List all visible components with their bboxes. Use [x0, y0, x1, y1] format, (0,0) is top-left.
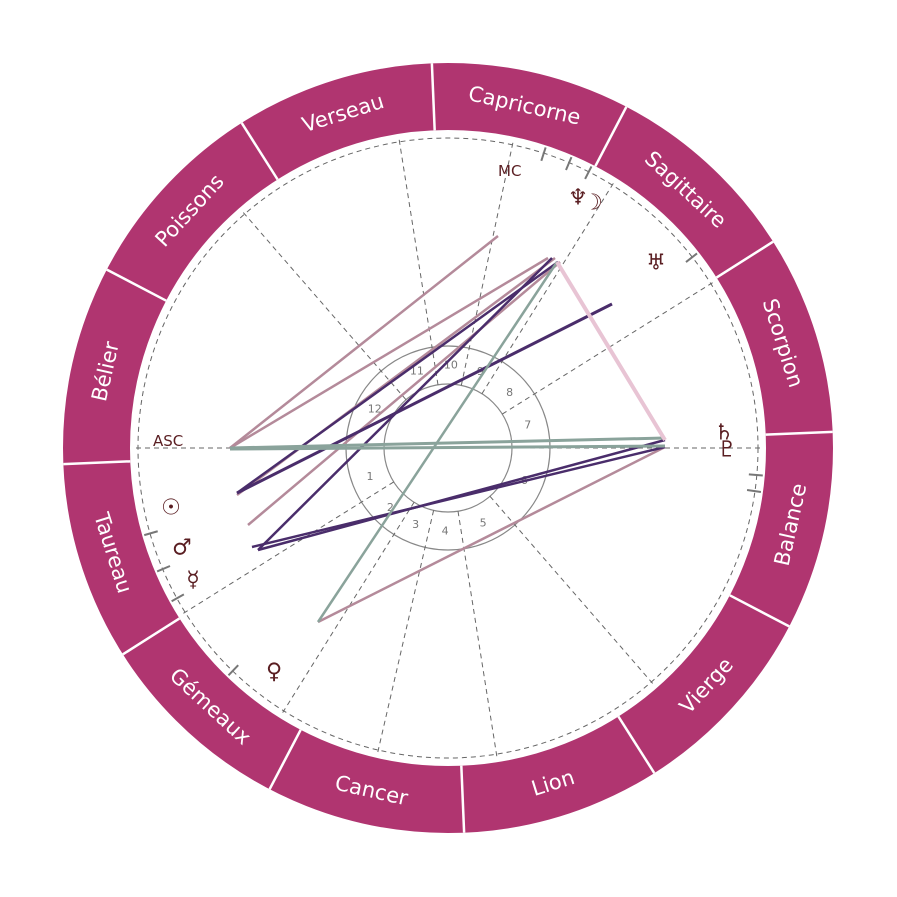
sign-divider: [122, 617, 181, 656]
house-number-7: 7: [524, 419, 531, 432]
house-cusp-5: [457, 511, 498, 761]
house-number-2: 2: [387, 501, 394, 514]
aspect-line: [257, 257, 553, 551]
house-system: 123456789101112: [132, 135, 764, 761]
sign-divider: [460, 765, 466, 833]
aspect-line: [229, 444, 666, 451]
house-number-1: 1: [367, 470, 374, 483]
pluto-icon: ♇: [717, 438, 737, 463]
planet-tick: [746, 489, 762, 493]
planet-tick: [540, 147, 547, 162]
aspect-line: [251, 445, 666, 549]
zodiac-band: [63, 63, 833, 833]
planet-tick: [748, 473, 763, 477]
house-number-11: 11: [410, 365, 424, 378]
house-number-8: 8: [506, 386, 513, 399]
mars-icon: ♂: [172, 536, 192, 561]
neptune-icon: ♆: [568, 186, 588, 211]
planet-tick: [584, 165, 593, 180]
house-cusp-3: [280, 502, 415, 717]
aspect-line: [236, 260, 559, 495]
sign-divider: [729, 594, 790, 628]
aspect-line: [555, 260, 667, 442]
planet-tick: [171, 593, 185, 603]
planet-tick: [685, 252, 698, 263]
house-cusp-12: [240, 209, 407, 401]
zodiac-ring: ScorpionSagittaireCapricorneVerseauPoiss…: [63, 63, 833, 833]
house-cusp-10: [460, 138, 515, 386]
planet-tick: [156, 565, 171, 573]
venus-icon: ♀: [266, 660, 282, 685]
house-cusp-11: [398, 135, 439, 385]
aspect-line: [229, 436, 666, 450]
planet-tick: [565, 156, 573, 171]
house-number-5: 5: [480, 517, 487, 530]
aspect-line: [316, 261, 559, 623]
mc-label: MC: [498, 162, 521, 180]
house-number-12: 12: [368, 403, 382, 416]
house-cusp-2: [179, 481, 394, 616]
sign-divider: [240, 122, 279, 181]
sign-divider: [63, 460, 131, 466]
aspect-line: [229, 235, 499, 449]
saturn-icon: ♄: [714, 421, 734, 446]
house-number-10: 10: [444, 359, 458, 372]
house-number-4: 4: [442, 524, 449, 537]
house-cusp-6: [489, 495, 656, 687]
uranus-icon: ♅: [646, 251, 666, 276]
mercury-icon: ☿: [186, 568, 200, 593]
sign-divider: [765, 430, 833, 436]
aspect-line: [229, 256, 549, 450]
house-number-3: 3: [412, 518, 419, 531]
sign-divider: [430, 63, 436, 131]
sign-divider: [617, 715, 656, 774]
aspect-line: [236, 302, 613, 495]
planet-tick: [227, 664, 239, 677]
aspect-line: [247, 261, 561, 526]
sun-icon: ☉: [161, 496, 181, 521]
planet-tick: [143, 530, 158, 537]
sign-divider: [106, 268, 167, 302]
moon-icon: ☽: [583, 191, 603, 216]
sign-divider: [594, 106, 628, 167]
asc-label: ASC: [153, 432, 183, 450]
planet-glyphs: ♆☽ ♅ ♄♇ ☉ ♂ ☿ ♀: [161, 186, 737, 685]
aspect-lines: [229, 235, 667, 624]
house-cusp-9: [481, 179, 616, 394]
house-cusp-4: [376, 510, 435, 757]
sign-divider: [715, 240, 774, 279]
aspect-line: [317, 445, 666, 624]
sign-divider: [268, 729, 302, 790]
